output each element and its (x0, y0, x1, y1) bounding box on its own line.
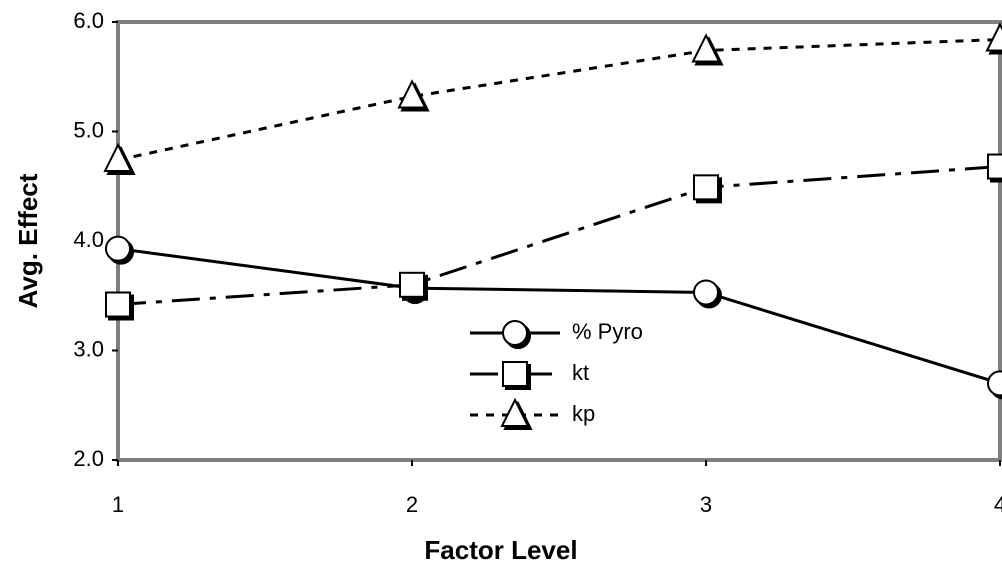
point (985, 22, 1002, 52)
legend-label: kt (572, 360, 589, 385)
plot-frame (116, 20, 1002, 462)
point (987, 153, 1002, 180)
series-line (117, 165, 1001, 307)
legend-label: % Pyro (572, 319, 643, 344)
point (103, 142, 133, 172)
legend-marker (502, 361, 528, 387)
x-tick-label: 1 (112, 492, 124, 517)
y-tick-label: 6.0 (73, 8, 104, 33)
x-tick-label: 2 (406, 492, 418, 517)
y-tick-label: 3.0 (73, 336, 104, 361)
legend-marker (502, 320, 528, 346)
point (397, 79, 427, 109)
legend-label: kp (572, 401, 595, 426)
y-tick-label: 5.0 (73, 117, 104, 142)
y-tick-label: 2.0 (73, 446, 104, 471)
y-axis-title: Avg. Effect (13, 173, 43, 308)
point (399, 271, 425, 298)
y-tick-label: 4.0 (73, 227, 104, 252)
point (693, 174, 719, 201)
point (693, 279, 719, 306)
point (691, 33, 721, 63)
x-tick-label: 3 (700, 492, 712, 517)
point (105, 235, 131, 262)
series-line (117, 38, 1001, 162)
x-tick-label: 4 (994, 492, 1002, 517)
point (105, 291, 131, 318)
point (987, 370, 1002, 397)
x-axis-title: Factor Level (424, 535, 577, 565)
series-line (117, 247, 1001, 385)
legend-marker (500, 397, 530, 427)
